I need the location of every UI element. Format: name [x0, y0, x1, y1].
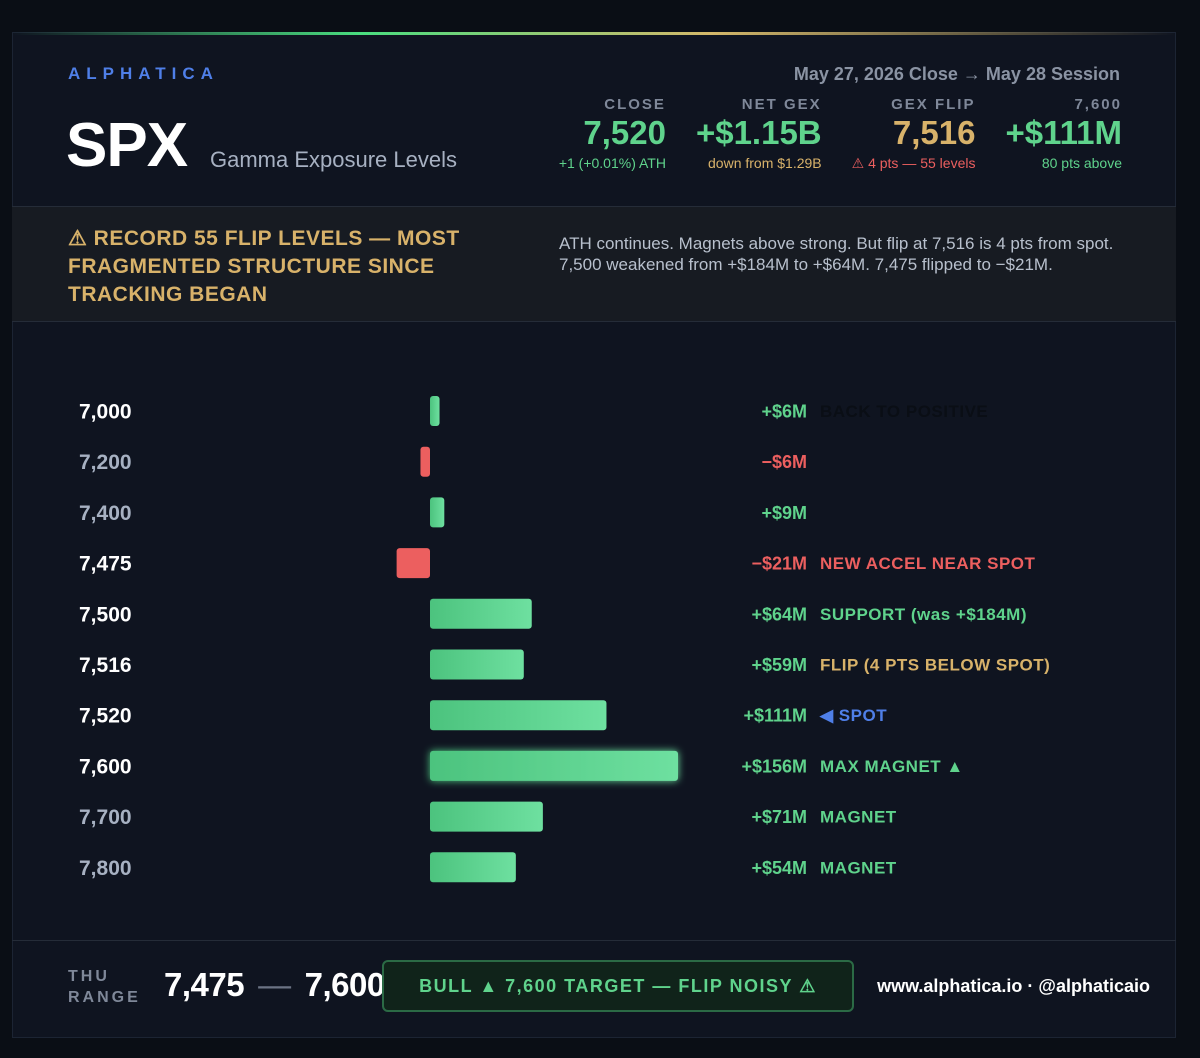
stat-net-gex: NET GEX +$1.15B down from $1.29B: [666, 96, 822, 172]
annotation-label: SUPPORT (was +$184M): [820, 605, 1027, 624]
stat-label: CLOSE: [604, 96, 666, 113]
page-subtitle: Gamma Exposure Levels: [210, 147, 457, 172]
value-label: +$54M: [751, 858, 807, 878]
stat-sub: down from $1.29B: [708, 155, 822, 171]
annotation-label: MAX MAGNET ▲: [820, 757, 964, 776]
accent-topline: [12, 32, 1176, 35]
stat-sub: ⚠ 4 pts — 55 levels: [851, 155, 976, 171]
value-label: +$9M: [761, 503, 807, 523]
stat-sub: 80 pts above: [1041, 155, 1122, 171]
bar: [430, 497, 445, 528]
bar: [396, 548, 430, 579]
stat-value: +$1.15B: [695, 114, 822, 151]
bar: [430, 801, 543, 832]
stat-gex-flip: GEX FLIP 7,516 ⚠ 4 pts — 55 levels: [822, 96, 976, 172]
stat-value: 7,516: [892, 114, 976, 151]
range-high: 7,600: [304, 966, 386, 1003]
annotation-label: MAGNET: [820, 858, 897, 877]
annotation-label: FLIP (4 PTS BELOW SPOT): [820, 656, 1050, 675]
value-label: +$59M: [751, 655, 807, 675]
value-label: +$64M: [751, 604, 807, 624]
stat-label: GEX FLIP: [891, 96, 976, 113]
footer-divider: [12, 940, 1176, 941]
value-label: −$6M: [761, 452, 807, 472]
range-label: THU RANGE: [68, 966, 148, 1008]
tick-label: 7,200: [79, 451, 132, 474]
brand-logo: ALPHATICA: [68, 64, 219, 83]
card: [12, 32, 1176, 1038]
range-value: 7,475 — 7,600: [164, 966, 385, 1004]
alert-text: ATH continues. Magnets above strong. But…: [559, 234, 1114, 274]
annotation-label: MAGNET: [820, 808, 897, 827]
tick-label: 7,520: [79, 705, 132, 728]
tick-label: 7,000: [79, 401, 132, 424]
stat-value: +$111M: [1005, 114, 1122, 151]
signal-badge: BULL ▲ 7,600 TARGET — FLIP NOISY ⚠: [382, 960, 854, 1012]
alert-banner: ⚠ RECORD 55 FLIP LEVELS — MOST FRAGMENTE…: [12, 206, 1176, 322]
alert-title: ⚠ RECORD 55 FLIP LEVELS — MOST FRAGMENTE…: [68, 227, 460, 306]
gex-bar-chart: 7,000 +$6M BACK TO POSITIVE 7,200 −$6M 7,400 +…: [79, 396, 1050, 883]
bar: [430, 700, 607, 731]
tick-label: 7,516: [79, 654, 132, 677]
annotation-label: BACK TO POSITIVE: [820, 402, 988, 421]
value-label: +$156M: [741, 756, 807, 776]
stat-sub: +1 (+0.01%) ATH: [558, 155, 666, 171]
tick-label: 7,700: [79, 806, 132, 829]
tick-label: 7,500: [79, 603, 132, 626]
session-date: May 27, 2026 Close → May 28 Session: [793, 64, 1120, 84]
range-label-text: THU RANGE: [68, 968, 141, 1006]
annotation-label: NEW ACCEL NEAR SPOT: [820, 554, 1036, 573]
ticker: SPX: [66, 111, 188, 180]
stat-value: 7,520: [583, 114, 666, 151]
value-label: +$111M: [743, 706, 807, 726]
stat-7600: 7,600 +$111M 80 pts above: [975, 96, 1122, 172]
stats-row: CLOSE 7,520 +1 (+0.01%) ATH NET GEX +$1.…: [529, 96, 1122, 172]
tick-label: 7,400: [79, 502, 132, 525]
bar: [430, 598, 532, 629]
annotation-label: ◀ SPOT: [819, 706, 887, 725]
stat-close: CLOSE 7,520 +1 (+0.01%) ATH: [529, 96, 666, 172]
site-link[interactable]: www.alphatica.io · @alphaticaio: [877, 976, 1150, 996]
bar: [430, 396, 440, 426]
value-label: +$6M: [761, 402, 807, 422]
range-dash: —: [258, 966, 291, 1003]
tick-label: 7,475: [79, 553, 132, 576]
stat-label: NET GEX: [741, 96, 822, 113]
bar: [430, 649, 524, 680]
bar: [430, 852, 516, 883]
bar: [420, 446, 430, 477]
tick-label: 7,600: [79, 755, 132, 778]
value-label: −$21M: [751, 554, 807, 574]
range-low: 7,475: [164, 966, 245, 1003]
stat-label: 7,600: [1074, 96, 1122, 113]
value-label: +$71M: [751, 807, 807, 827]
tick-label: 7,800: [79, 857, 132, 880]
bar: [430, 750, 678, 781]
